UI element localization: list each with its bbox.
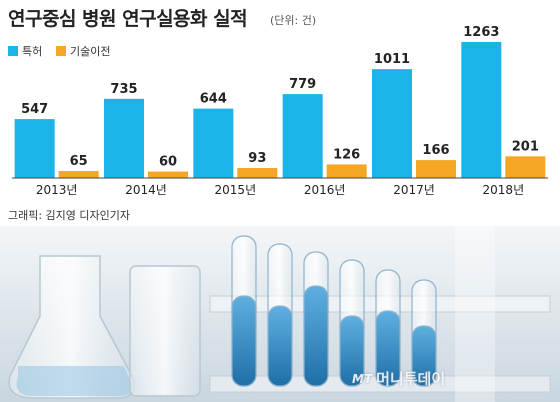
data-label-tech-transfer-1: 60 bbox=[159, 155, 177, 170]
unit-label: (단위: 건) bbox=[270, 14, 317, 27]
bar-patent-5 bbox=[461, 41, 502, 178]
bar-patent-3 bbox=[282, 94, 323, 178]
mt-logo: MT bbox=[352, 371, 373, 386]
data-label-patent-3: 779 bbox=[289, 77, 316, 92]
watermark: MT 머니투데이 bbox=[352, 368, 445, 389]
legend-label-patent: 특허 bbox=[22, 45, 43, 58]
data-label-patent-1: 735 bbox=[110, 82, 137, 97]
legend-item-patent: 특허 bbox=[8, 44, 42, 58]
x-tick-label-0: 2013년 bbox=[36, 183, 78, 197]
data-label-tech-transfer-2: 93 bbox=[248, 151, 266, 166]
bar-tech-transfer-1 bbox=[148, 171, 188, 178]
bar-tech-transfer-4 bbox=[416, 160, 456, 178]
lab-test-tubes-photo bbox=[0, 226, 560, 402]
data-label-patent-2: 644 bbox=[200, 92, 227, 107]
legend-label-tech-transfer: 기술이전 bbox=[70, 45, 111, 58]
x-tick-label-1: 2014년 bbox=[125, 183, 167, 197]
legend-swatch-patent bbox=[8, 46, 18, 56]
data-label-tech-transfer-0: 65 bbox=[70, 154, 88, 169]
data-label-patent-5: 1263 bbox=[463, 25, 499, 40]
bar-patent-4 bbox=[372, 69, 412, 178]
bar-tech-transfer-2 bbox=[237, 167, 278, 178]
data-label-patent-4: 1011 bbox=[374, 52, 410, 67]
x-tick-label-3: 2016년 bbox=[304, 183, 346, 197]
legend-item-tech-transfer: 기술이전 bbox=[56, 44, 110, 58]
chart-title: 연구중심 병원 연구실용화 실적 bbox=[8, 8, 248, 30]
x-tick-label-5: 2018년 bbox=[483, 183, 525, 197]
data-label-tech-transfer-5: 201 bbox=[512, 139, 539, 154]
bar-tech-transfer-5 bbox=[505, 156, 546, 178]
x-tick-label-2: 2015년 bbox=[215, 183, 257, 197]
graphic-credit: 그래픽: 김지영 디자인기자 bbox=[8, 209, 131, 222]
bar-patent-2 bbox=[193, 108, 234, 178]
data-label-tech-transfer-4: 166 bbox=[422, 143, 449, 158]
data-label-tech-transfer-3: 126 bbox=[333, 147, 360, 162]
watermark-text: 머니투데이 bbox=[376, 370, 446, 388]
bar-patent-1 bbox=[104, 98, 144, 178]
bar-patent-0 bbox=[14, 119, 55, 178]
data-label-patent-0: 547 bbox=[21, 102, 48, 117]
x-tick-label-4: 2017년 bbox=[393, 183, 435, 197]
legend-swatch-tech-transfer bbox=[56, 46, 66, 56]
bar-chart: 547 65 2013년 735 60 2014년 644 93 2015년 779 126 2016… bbox=[12, 25, 548, 197]
bar-tech-transfer-3 bbox=[326, 164, 367, 178]
bar-tech-transfer-0 bbox=[58, 171, 99, 178]
